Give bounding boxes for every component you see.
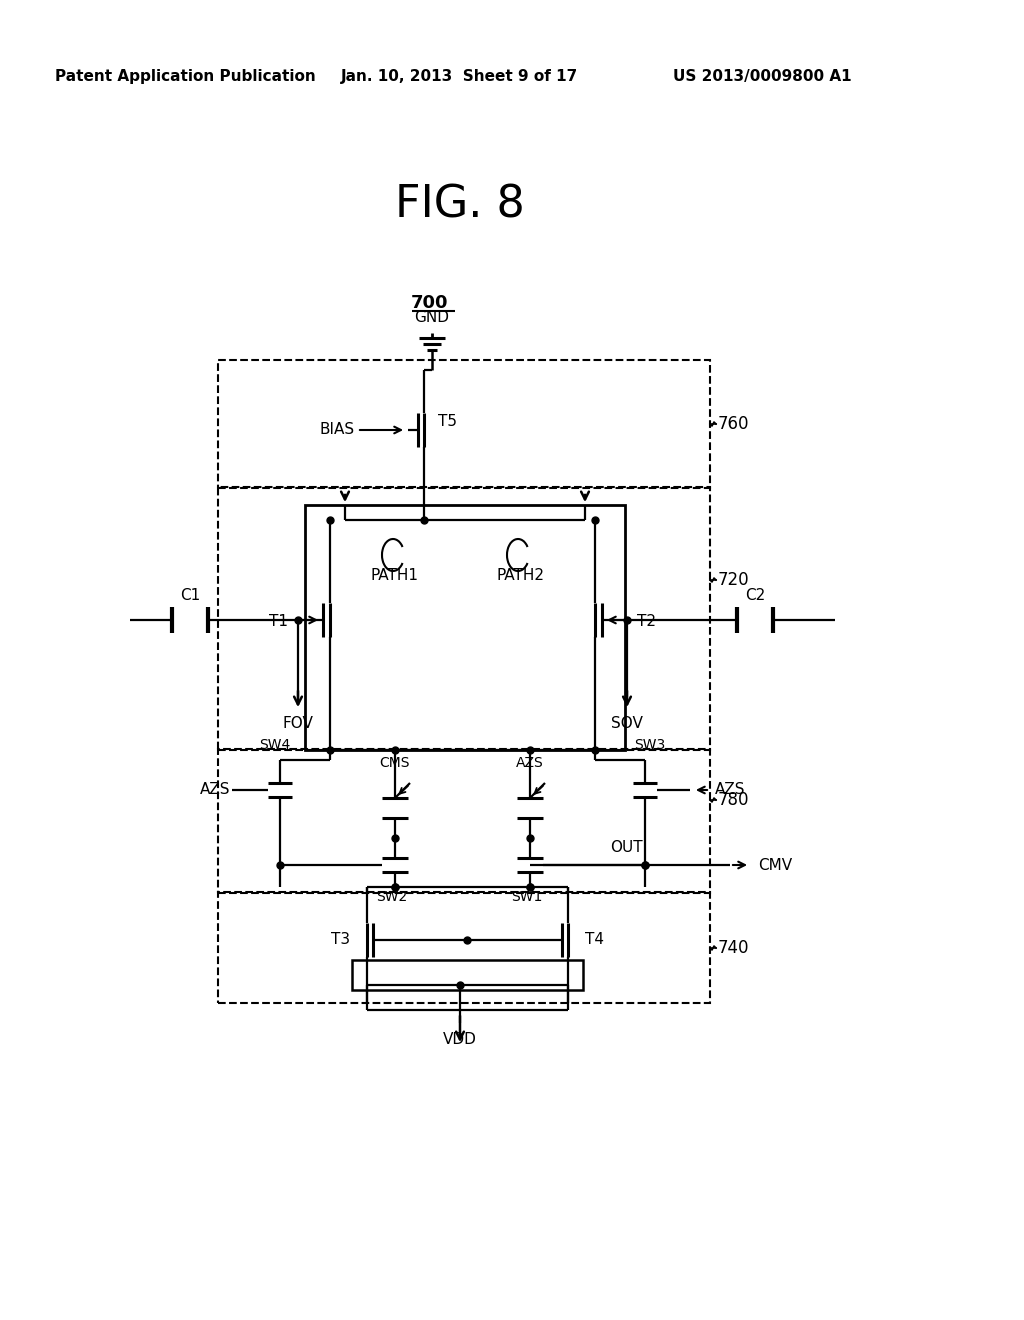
Text: GND: GND: [415, 310, 450, 326]
Bar: [218, 748, 710, 894]
Text: OUT: OUT: [610, 840, 643, 854]
Text: T1: T1: [269, 615, 288, 630]
Text: US 2013/0009800 A1: US 2013/0009800 A1: [673, 70, 851, 84]
Bar: [218, 892, 710, 1003]
Text: C1: C1: [180, 589, 200, 603]
Text: PATH2: PATH2: [496, 568, 544, 582]
Text: T3: T3: [331, 932, 350, 948]
Text: BIAS: BIAS: [319, 422, 355, 437]
Text: CMV: CMV: [758, 858, 793, 873]
Text: SOV: SOV: [611, 715, 643, 730]
Text: SW1: SW1: [511, 890, 543, 904]
Text: 740: 740: [718, 939, 750, 957]
Bar: [218, 360, 710, 488]
Text: FOV: FOV: [283, 715, 313, 730]
Text: AZS: AZS: [200, 783, 230, 797]
Text: T5: T5: [438, 414, 457, 429]
Text: FIG. 8: FIG. 8: [395, 183, 525, 227]
Bar: [218, 487, 710, 750]
Text: Jan. 10, 2013  Sheet 9 of 17: Jan. 10, 2013 Sheet 9 of 17: [341, 70, 579, 84]
Text: PATH1: PATH1: [371, 568, 419, 582]
Bar: [352, 960, 583, 990]
Text: C2: C2: [744, 589, 765, 603]
Text: T4: T4: [585, 932, 604, 948]
Text: SW2: SW2: [377, 890, 408, 904]
Text: SW3: SW3: [635, 738, 666, 752]
Text: AZS: AZS: [516, 756, 544, 770]
Text: 780: 780: [718, 791, 750, 809]
Text: 760: 760: [718, 414, 750, 433]
Text: VDD: VDD: [443, 1032, 477, 1048]
Text: AZS: AZS: [715, 783, 745, 797]
Bar: [305, 506, 625, 750]
Text: Patent Application Publication: Patent Application Publication: [54, 70, 315, 84]
Text: 700: 700: [412, 294, 449, 312]
Text: 720: 720: [718, 572, 750, 589]
Text: CMS: CMS: [380, 756, 411, 770]
Text: SW4: SW4: [259, 738, 291, 752]
Text: T2: T2: [637, 615, 656, 630]
